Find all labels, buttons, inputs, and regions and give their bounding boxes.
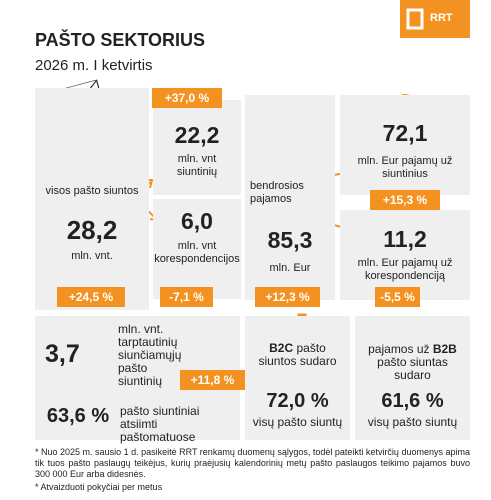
unit: visų pašto siuntų xyxy=(367,415,458,429)
value: 72,0 % xyxy=(266,390,329,412)
change-badge: +11,8 % xyxy=(180,370,245,390)
value: 61,6 % xyxy=(381,390,444,412)
change-badge: +37,0 % xyxy=(152,88,222,108)
unit: mln. vnt siuntinių xyxy=(176,153,218,178)
value: 72,1 xyxy=(382,120,428,146)
value: 85,3 xyxy=(267,227,313,253)
value: 28,2 xyxy=(66,215,118,245)
value: 63,6 % xyxy=(46,405,110,427)
bold-label: B2C xyxy=(269,341,294,355)
value: 22,2 xyxy=(174,122,220,148)
footnote: * Nuo 2025 m. sausio 1 d. pasikeitė RRT … xyxy=(35,447,470,479)
panel xyxy=(35,88,149,310)
unit: mln. Eur pajamų už korespondenciją xyxy=(357,257,453,282)
title: PAŠTO SEKTORIUS xyxy=(35,30,206,50)
logo: RRT xyxy=(430,12,453,24)
label: visos pašto siuntos xyxy=(45,185,139,197)
label: bendrosios pajamos xyxy=(250,180,304,205)
label: B2C pašto siuntos sudaro xyxy=(250,342,345,368)
panel xyxy=(153,199,241,299)
footnote: * Atvaizduoti pokyčiai per metus xyxy=(35,482,163,492)
panel xyxy=(355,316,470,440)
bold-label: B2B xyxy=(432,342,457,356)
change-badge: -5,5 % xyxy=(375,287,420,307)
panel xyxy=(245,316,350,440)
unit: mln. vnt. xyxy=(71,250,113,262)
label-text: pašto siuntos sudaro xyxy=(258,341,337,368)
label: pajamos už B2B pašto siuntas sudaro xyxy=(360,343,465,382)
change-badge: -7,1 % xyxy=(160,287,213,307)
unit: mln. Eur xyxy=(269,262,311,274)
panel xyxy=(340,95,470,195)
unit: mln. vnt. tarptautinių siunčiamųjų pašto… xyxy=(118,322,182,388)
value: 3,7 xyxy=(45,340,80,368)
panel xyxy=(245,95,335,300)
label: pašto siuntiniai atsiimti paštomatuose xyxy=(120,404,200,444)
unit: mln. Eur pajamų už siuntinius xyxy=(357,155,453,180)
change-badge: +15,3 % xyxy=(370,190,440,210)
value: 11,2 xyxy=(383,226,427,252)
label-text: pašto siuntas sudaro xyxy=(377,355,448,382)
change-badge: +24,5 % xyxy=(57,287,125,307)
unit: mln. vnt korespondencijos xyxy=(154,240,240,265)
panel xyxy=(153,100,241,195)
subtitle: 2026 m. I ketvirtis xyxy=(35,57,153,74)
change-badge: +12,3 % xyxy=(255,287,320,307)
value: 6,0 xyxy=(181,208,213,234)
panel xyxy=(340,210,470,300)
label-text: pajamos už xyxy=(368,342,430,356)
unit: visų pašto siuntų xyxy=(252,415,343,429)
